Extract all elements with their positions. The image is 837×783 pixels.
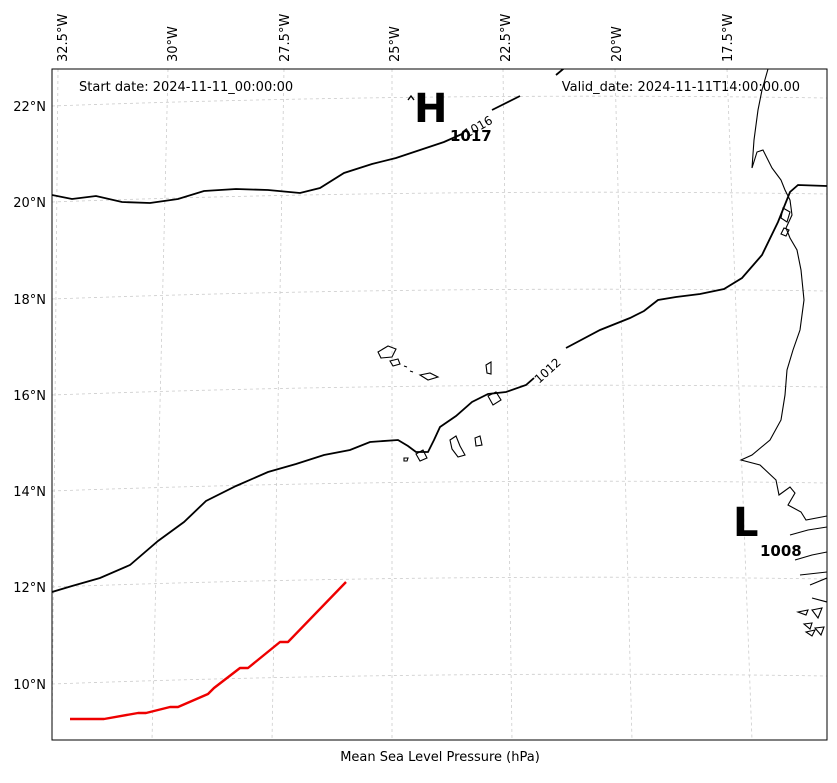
lat-label: 20°N <box>13 196 46 211</box>
valid-date-label: Valid_date: 2024-11-11T14:00:00.00 <box>562 80 800 95</box>
lon-label: 17.5°W <box>721 14 736 62</box>
africa-coast <box>739 69 827 521</box>
low-pressure-marker: L <box>733 500 759 546</box>
storm-track <box>70 581 347 721</box>
cape-verde-island <box>418 372 440 381</box>
lat-label: 12°N <box>13 581 46 596</box>
isobar-1016 <box>52 69 565 204</box>
lat-label: 18°N <box>13 293 46 308</box>
high-pressure-marker: H <box>414 86 447 132</box>
lat-label: 22°N <box>13 100 46 115</box>
coastline <box>377 69 827 637</box>
lon-label: 22.5°W <box>499 14 514 62</box>
map-frame <box>51 68 828 741</box>
lat-label: 16°N <box>13 389 46 404</box>
lon-label: 25°W <box>388 26 403 62</box>
cape-verde-island <box>389 358 401 367</box>
cape-verde-island <box>403 365 414 373</box>
high-pressure-tick <box>407 94 415 101</box>
isobar-1012 <box>52 184 827 593</box>
isobars <box>52 69 827 593</box>
lon-label: 30°W <box>166 26 181 62</box>
latitude-labels: 22°N 20°N 18°N 16°N 14°N 12°N 10°N <box>13 100 46 693</box>
graticule <box>52 69 827 740</box>
longitude-labels: 32.5°W 30°W 27.5°W 25°W 22.5°W 20°W 17.5… <box>56 14 736 62</box>
contour-label-1012: 1012 <box>532 355 564 386</box>
map-caption: Mean Sea Level Pressure (hPa) <box>340 750 540 765</box>
lat-label: 10°N <box>13 678 46 693</box>
lon-label: 27.5°W <box>278 14 293 62</box>
lat-label: 14°N <box>13 485 46 500</box>
start-date-label: Start date: 2024-11-11_00:00:00 <box>79 80 293 95</box>
map-frame-content: 1016 1012 H 1017 L 1008 Start date: 2024… <box>52 69 827 740</box>
cape-verde-island <box>377 345 397 359</box>
low-pressure-value: 1008 <box>760 542 802 560</box>
lon-label: 32.5°W <box>56 14 71 62</box>
lon-label: 20°W <box>610 26 625 62</box>
cape-verde-island <box>403 457 409 462</box>
cape-verde-island <box>485 361 492 375</box>
cape-verde-island <box>474 435 483 447</box>
high-pressure-value: 1017 <box>450 127 492 145</box>
cape-verde-island <box>449 435 466 458</box>
